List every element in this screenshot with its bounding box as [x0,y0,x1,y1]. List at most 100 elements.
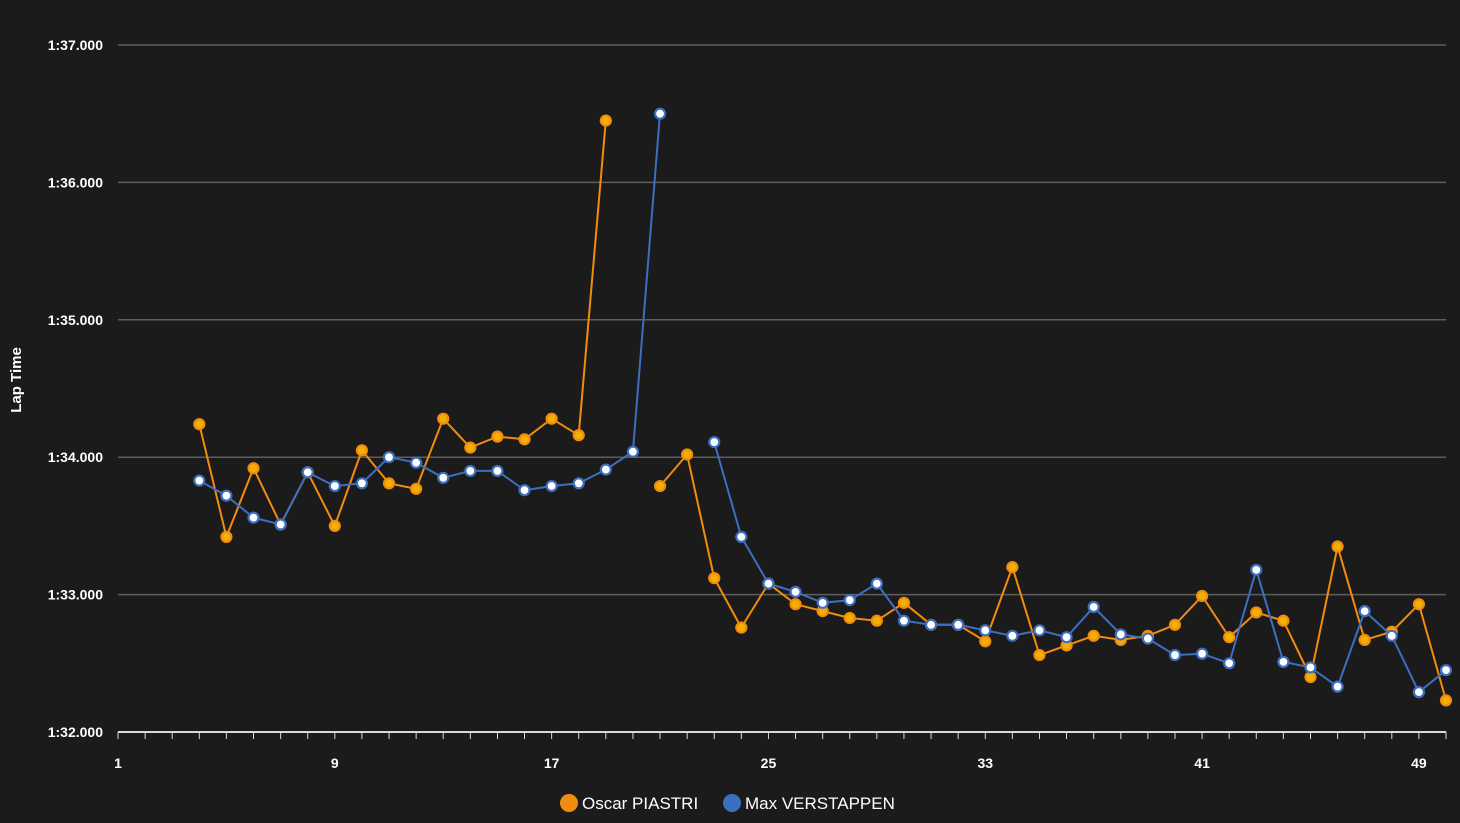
data-point [382,477,396,490]
x-tick-label: 41 [1194,755,1210,771]
data-point [653,107,667,120]
data-point [193,474,206,487]
data-point [1195,647,1209,660]
data-point [762,577,775,590]
x-tick-label: 1 [114,755,122,771]
data-point [599,114,612,127]
data-point [572,477,585,490]
data-point [897,596,911,609]
data-point [1304,670,1317,684]
data-point [952,618,965,631]
legend: Oscar PIASTRI Max VERSTAPPEN [560,794,895,813]
data-point [708,572,721,585]
data-point [1304,661,1317,674]
data-point [247,511,260,524]
data-point [410,482,423,495]
series-line [659,452,1447,701]
legend-label: Oscar PIASTRI [582,794,698,813]
data-point [491,464,504,478]
data-point [1033,648,1046,662]
data-point [789,598,802,611]
data-point [1277,655,1290,669]
data-point [1006,561,1019,574]
y-axis-title: Lap Time [8,347,25,413]
data-point [1358,604,1371,618]
data-point [220,489,233,502]
y-tick-label: 1:35.000 [48,312,103,328]
data-point [870,577,883,590]
series-line [198,120,607,541]
data-point [843,593,856,607]
data-point [491,430,504,443]
data-point [464,464,477,478]
y-axis-ticks: 1:32.000 1:33.000 1:34.000 1:35.000 1:36.000… [48,37,103,740]
data-point [1141,632,1154,645]
x-axis: 1 9 17 25 33 41 49 [114,731,1447,771]
data-point [681,448,694,461]
data-point [464,441,477,454]
series-line [713,441,1447,694]
data-point [1331,680,1344,693]
data-point [870,614,883,627]
gridlines [118,44,1446,733]
data-point [1006,629,1019,642]
data-point [410,456,423,469]
data-point [382,451,396,464]
data-point [924,618,938,631]
data-point [1223,631,1236,644]
data-point [437,412,450,425]
data-point [1412,686,1425,699]
data-point [708,435,721,449]
data-point [789,585,802,598]
data-point [1114,628,1127,641]
data-point [1439,664,1453,677]
y-tick-label: 1:33.000 [48,587,103,603]
x-tick-label: 9 [331,755,339,771]
y-tick-label: 1:32.000 [48,724,103,740]
data-point [626,445,640,458]
data-point [1033,624,1046,637]
data-point [1358,633,1371,647]
data-point [193,418,206,431]
data-point [897,614,911,627]
data-point [1195,589,1209,603]
data-point [355,444,369,457]
data-point [735,530,748,543]
data-point [1385,629,1398,642]
x-tick-label: 49 [1411,755,1427,771]
data-point [247,462,260,475]
series-max-verstappen [193,107,1453,699]
x-tick-label: 25 [761,755,777,771]
data-point [979,635,992,648]
data-point [355,477,369,490]
data-point [545,412,558,425]
data-point [816,596,829,609]
data-point [1223,657,1236,670]
x-tick-label: 33 [977,755,993,771]
data-point [518,433,531,446]
data-point [1168,618,1182,631]
data-point [1439,694,1453,707]
data-point [301,466,314,479]
y-tick-label: 1:34.000 [48,449,103,465]
data-point [220,530,233,543]
data-point [1060,631,1073,644]
data-point [843,611,856,625]
x-tick-label: 17 [544,755,560,771]
data-point [572,429,585,442]
data-point [1087,600,1100,614]
data-point [328,519,341,533]
legend-label: Max VERSTAPPEN [745,794,895,813]
data-point [1087,629,1100,642]
data-point [274,518,287,531]
data-point [735,621,748,634]
series-lines [193,107,1453,707]
data-point [328,479,341,493]
data-point [979,624,992,637]
data-point [518,484,531,497]
legend-marker [723,794,741,812]
y-tick-label: 1:37.000 [48,37,103,53]
data-point [653,479,667,493]
data-point [1277,614,1290,627]
